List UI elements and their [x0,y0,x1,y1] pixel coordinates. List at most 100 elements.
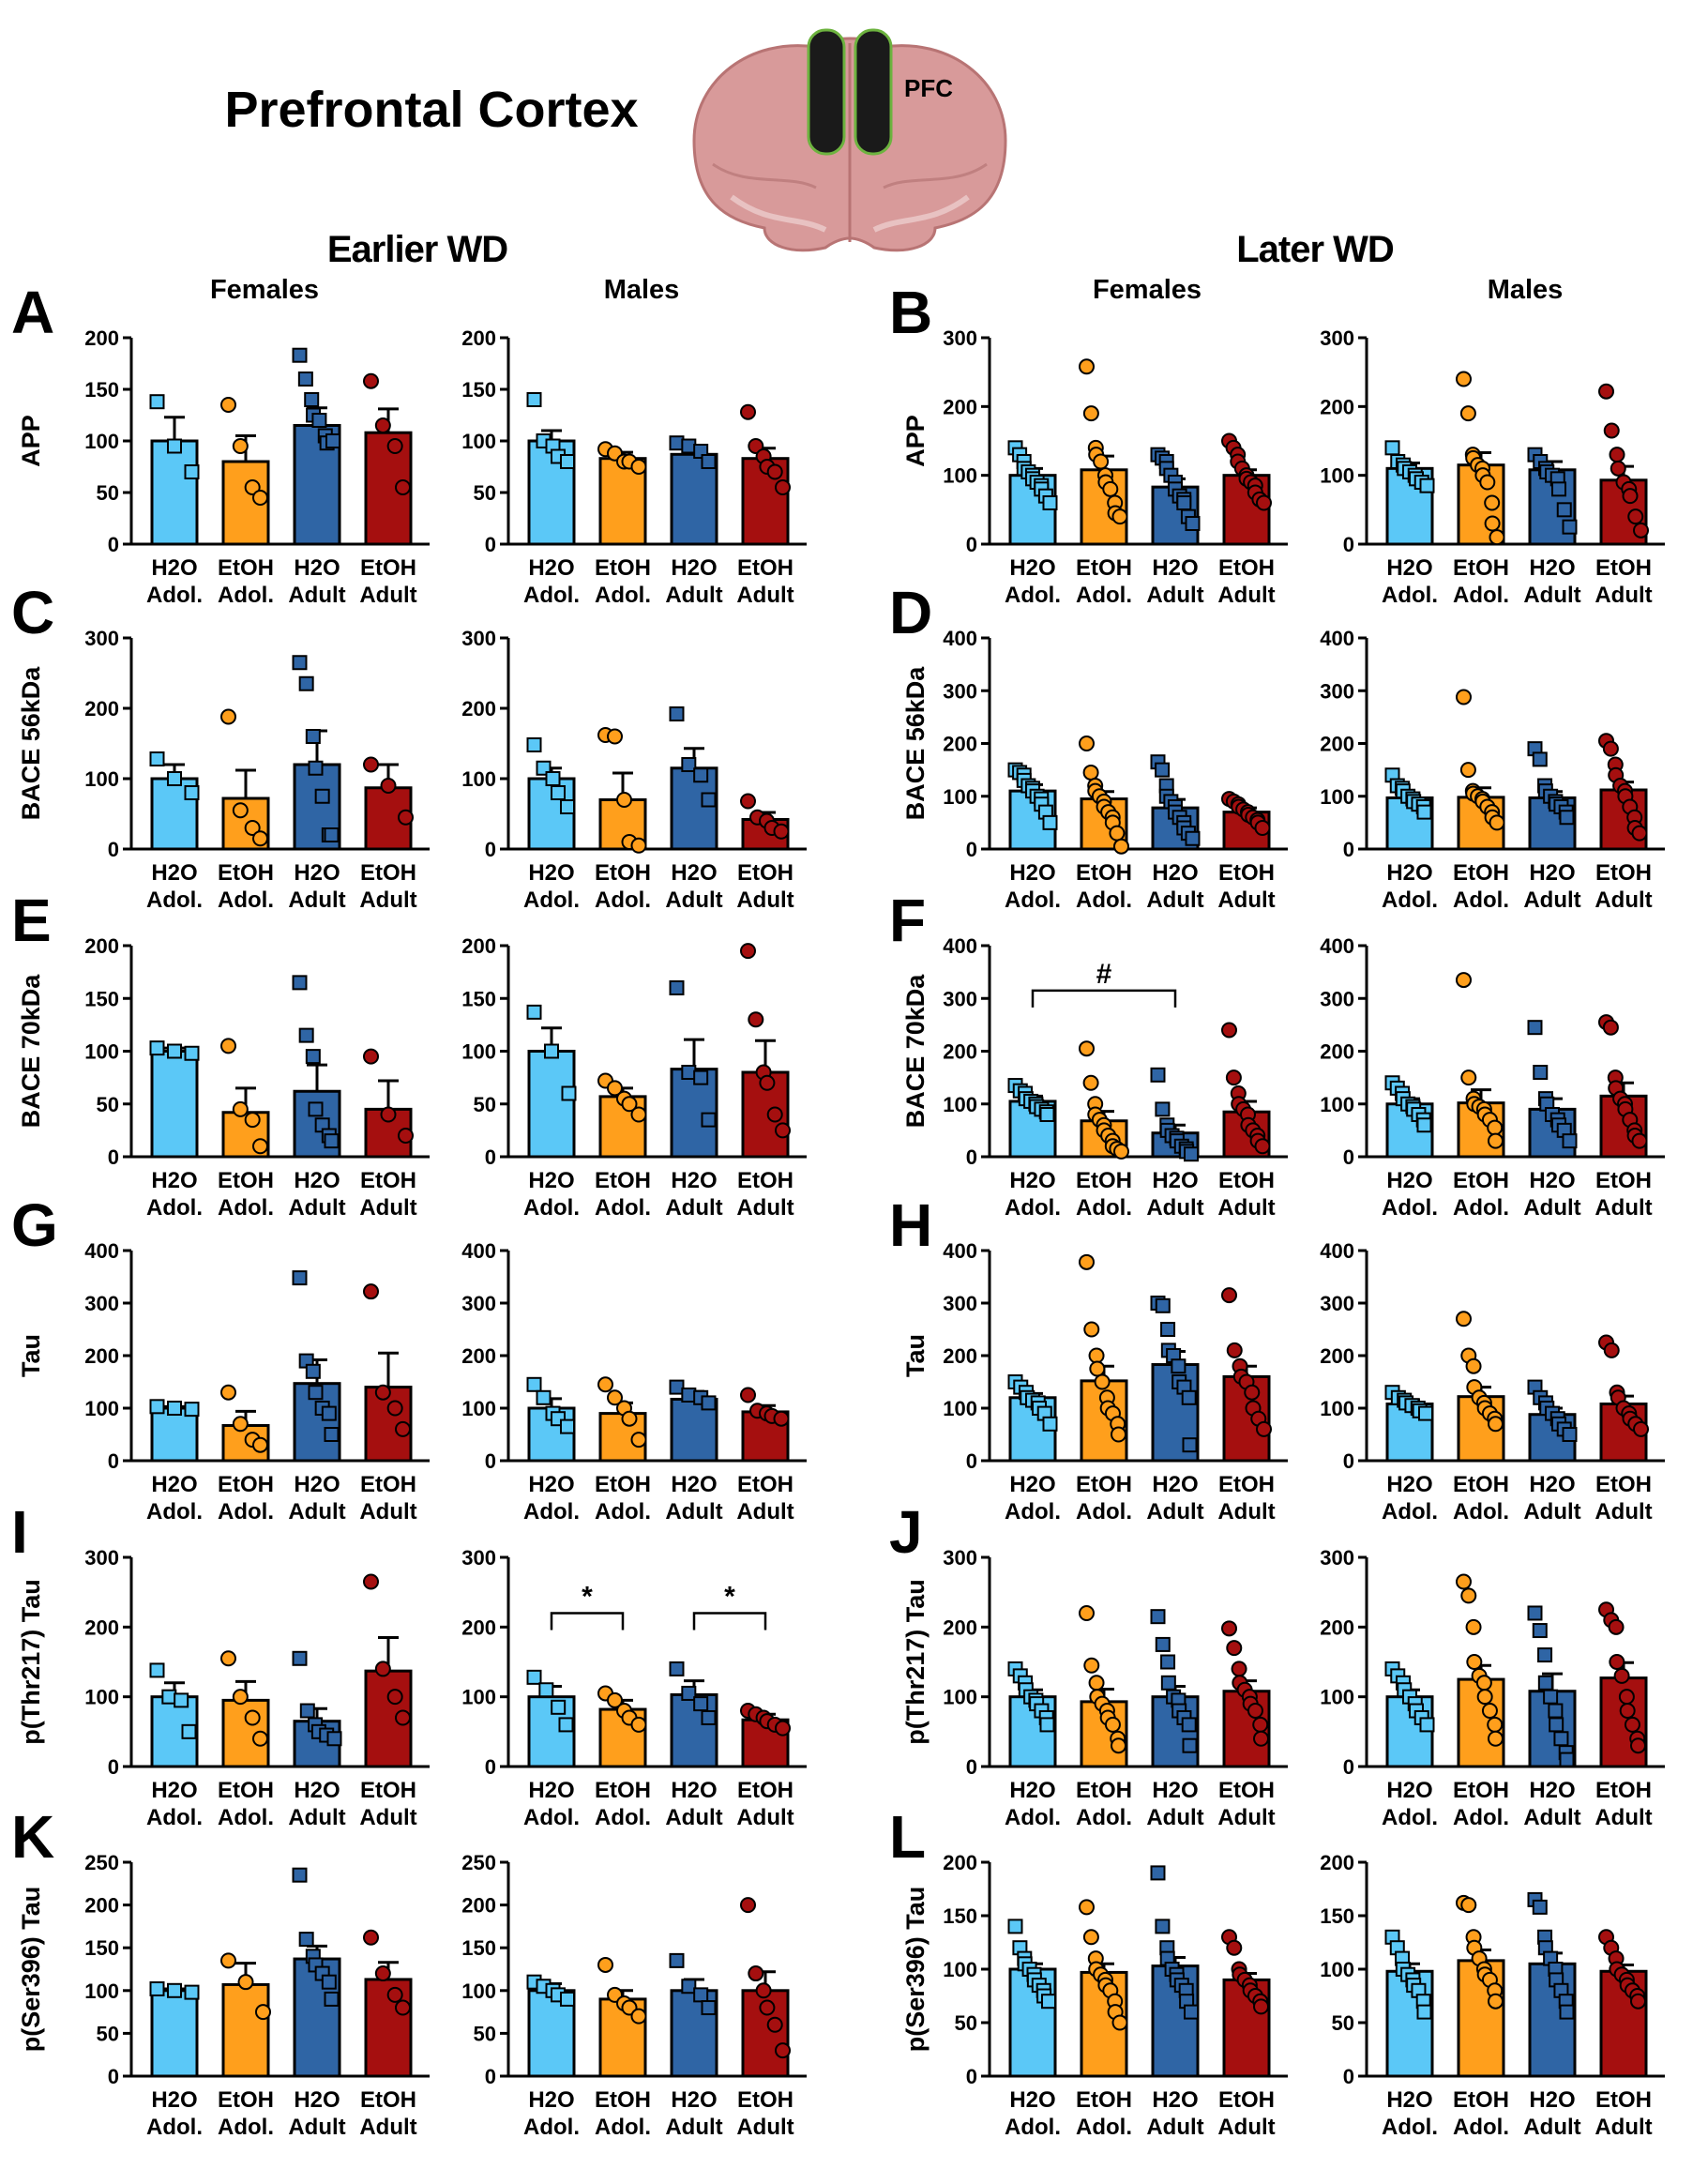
y-tick-label: 0 [966,533,977,556]
x-tick-label: H2O [294,1778,340,1803]
data-point [232,802,249,819]
data-point [149,1980,165,1996]
data-point [292,1867,308,1883]
data-point [630,459,647,475]
data-point [1602,1019,1619,1036]
data-point [1551,481,1566,497]
x-tick-label: EtOH [1453,1472,1509,1497]
x-tick-label: EtOH [1076,555,1132,581]
data-point [1484,494,1501,511]
data-point [167,1982,182,1998]
data-point [551,785,566,800]
data-point [1160,1322,1176,1337]
x-tick-label: EtOH [595,860,651,886]
data-point [1622,488,1639,505]
data-point [1559,1752,1575,1767]
x-tick-label: Adol. [1453,1805,1509,1830]
data-point [597,1956,613,1973]
chart-panel-16: 0100200300400H2OAdol.EtOHAdol.H2OAdultEt… [1320,1239,1665,1524]
x-tick-label: Adol. [1382,2115,1438,2140]
data-point [1633,522,1649,538]
data-point [1609,447,1625,463]
data-point [669,1379,685,1395]
bar [150,1406,199,1463]
data-point [184,1402,200,1418]
y-tick-label: 300 [461,1292,496,1315]
data-point [298,1932,314,1948]
data-point [621,1096,638,1113]
data-point [1537,1647,1553,1663]
y-tick-label: 200 [1320,395,1354,418]
x-tick-label: Adol. [1076,887,1132,913]
x-tick-label: EtOH [595,2087,651,2113]
data-point [1079,1604,1095,1621]
data-point [374,1661,391,1677]
x-tick-label: Adol. [1453,1195,1509,1221]
data-point [363,1048,379,1065]
x-tick-label: Adult [288,1499,345,1524]
x-tick-label: Adult [1595,1195,1652,1221]
data-point [1039,1717,1055,1733]
y-tick-label: 0 [108,1449,119,1473]
y-tick-label: 50 [97,1093,119,1116]
y-tick-label: 300 [943,679,977,703]
y-tick-label: 200 [461,1344,496,1368]
data-point [1456,371,1472,387]
y-tick-label: 100 [84,1040,119,1064]
data-point [1488,1132,1504,1149]
y-tick-label: 100 [1320,464,1354,488]
y-tick-label: 0 [108,1145,119,1169]
x-tick-label: Adol. [595,2115,651,2140]
x-tick-label: H2O [671,2087,717,2113]
x-tick-label: H2O [151,2087,197,2113]
y-tick-label: 200 [461,326,496,350]
x-tick-label: Adult [1595,887,1652,913]
x-tick-label: Adol. [218,1805,274,1830]
y-tick-label: 50 [97,481,119,505]
x-tick-label: Adult [1146,1195,1203,1221]
x-tick-label: H2O [671,1168,717,1193]
x-tick-label: H2O [1009,1472,1055,1497]
data-point [1460,1897,1477,1914]
x-tick-label: Adult [1146,583,1203,608]
x-tick-label: Adult [1595,2115,1652,2140]
data-point [1603,1342,1620,1358]
data-point [740,1387,756,1403]
data-point [607,728,623,745]
data-point [395,1999,411,2016]
x-tick-label: Adult [288,1805,345,1830]
x-tick-label: H2O [671,555,717,581]
y-axis-label: BACE 56kDa [901,666,930,821]
data-point [1631,1132,1648,1149]
data-point [1475,1675,1492,1691]
data-point [386,1689,403,1706]
data-point [1631,825,1648,842]
y-axis-label: BACE 70kDa [17,974,45,1129]
y-tick-label: 400 [84,1239,119,1263]
data-point [740,403,756,420]
data-point [607,1080,623,1097]
data-point [308,760,324,776]
x-tick-label: EtOH [595,555,651,581]
y-tick-label: 200 [943,1344,977,1368]
data-point [1082,764,1099,781]
data-point [363,1283,379,1300]
data-point [1549,1717,1564,1733]
pfc-region-right [854,28,893,156]
x-tick-label: Adol. [595,1195,651,1221]
x-tick-label: Adult [1146,887,1203,913]
data-point [560,454,575,469]
x-tick-label: Adol. [146,1195,203,1221]
data-point [1488,1416,1504,1433]
data-point [1532,751,1548,767]
data-point [1419,1717,1435,1733]
data-point [395,1420,411,1437]
data-point [1182,1437,1198,1453]
x-tick-label: Adult [1523,1805,1580,1830]
x-tick-label: H2O [1386,1472,1432,1497]
data-point [607,1389,623,1406]
x-tick-label: Adol. [146,2115,203,2140]
x-tick-label: H2O [1009,1168,1055,1193]
data-point [363,1929,379,1946]
y-tick-label: 0 [485,838,496,861]
